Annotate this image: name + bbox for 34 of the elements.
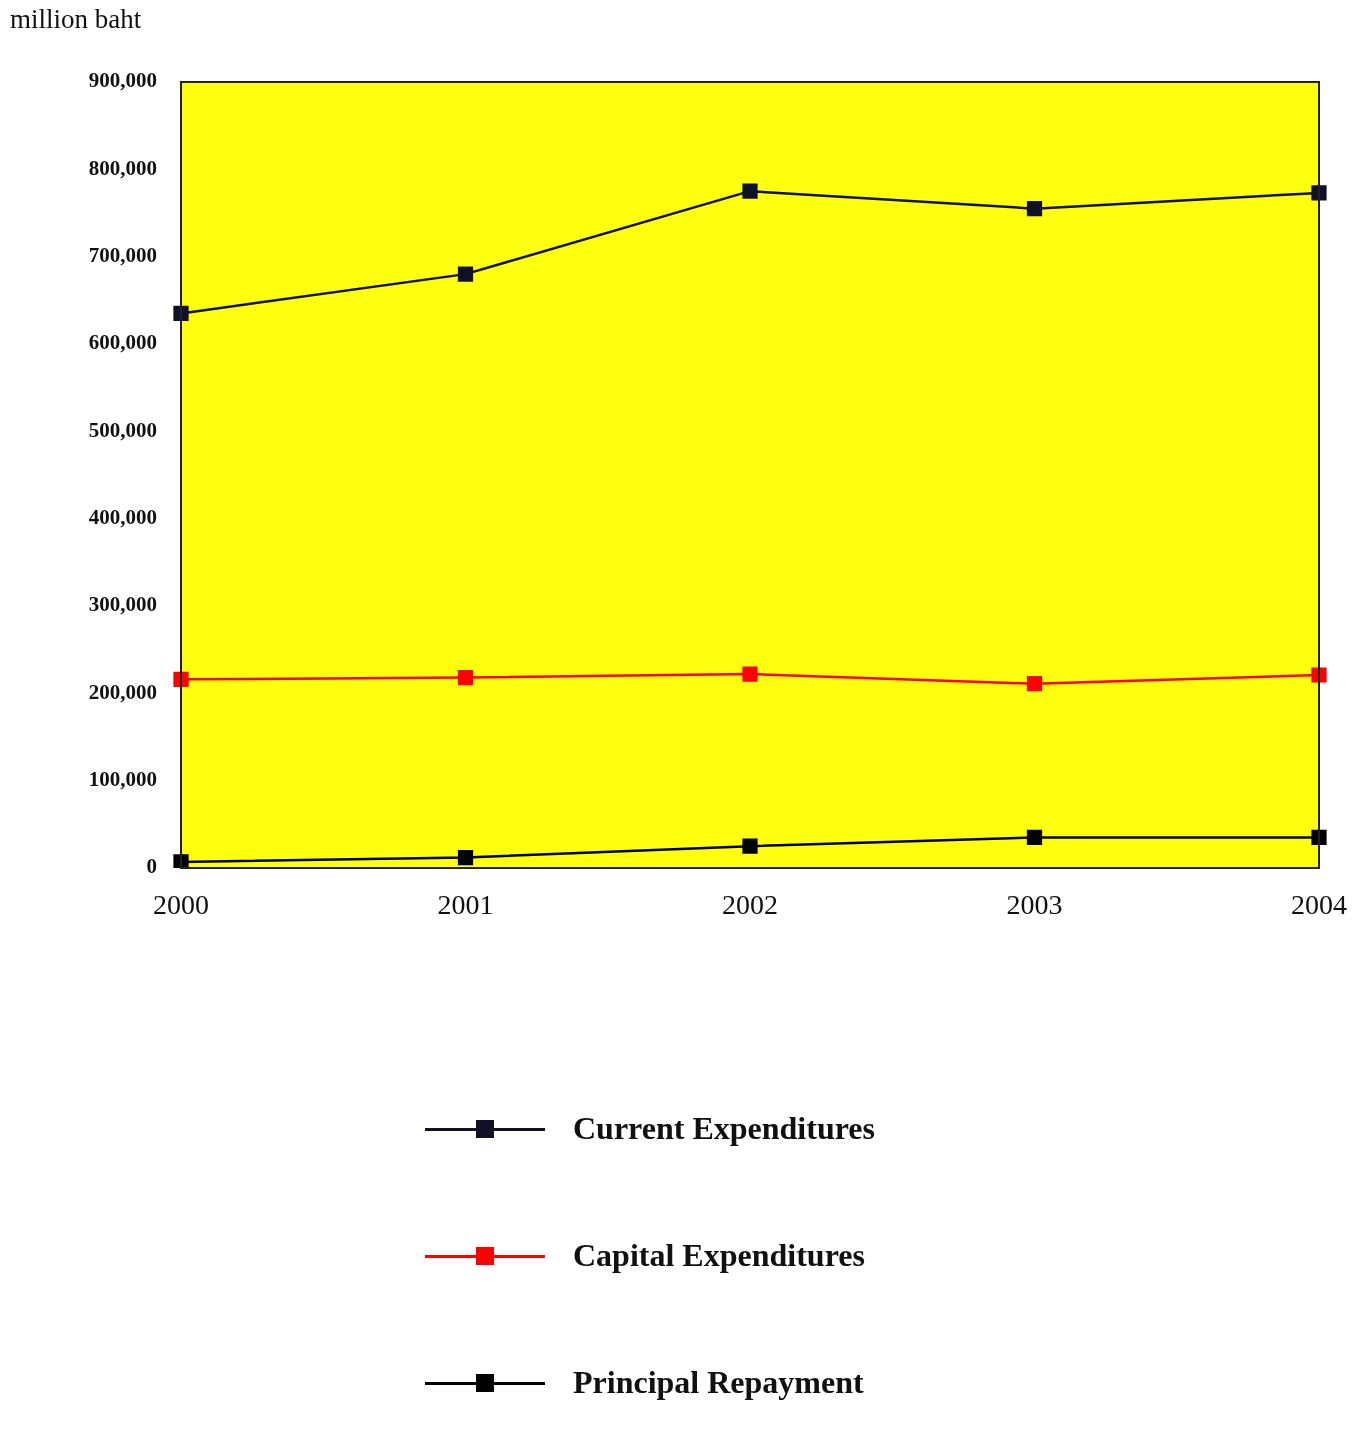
point	[457, 849, 474, 866]
point	[1026, 201, 1043, 217]
point	[173, 305, 189, 322]
point	[173, 854, 189, 868]
point	[457, 670, 474, 686]
point	[1311, 185, 1327, 201]
point	[742, 183, 758, 199]
point	[173, 671, 189, 687]
y-tick-label: 200,000	[88, 679, 157, 704]
x-tick-label: 2001	[437, 889, 494, 921]
x-tick-label: 2000	[153, 889, 209, 921]
y-tick-label: 800,000	[88, 155, 157, 180]
y-axis-title: million baht	[10, 4, 142, 35]
point	[1026, 829, 1043, 846]
y-tick-label: 300,000	[88, 592, 157, 617]
point	[742, 838, 758, 854]
legend-label: Capital Expenditures	[573, 1237, 865, 1274]
legend-label: Current Expenditures	[573, 1110, 875, 1147]
y-tick-label: 600,000	[88, 330, 157, 355]
legend-label: Principal Repayment	[573, 1364, 864, 1401]
point	[457, 266, 474, 282]
y-tick-label: 900,000	[88, 68, 157, 93]
y-tick-label: 700,000	[88, 243, 157, 268]
x-tick-label: 2004	[1291, 889, 1347, 921]
x-tick-label: 2002	[722, 889, 778, 921]
point	[1026, 676, 1043, 692]
y-tick-label: 0	[146, 854, 157, 879]
point	[742, 666, 758, 682]
y-tick-label: 100,000	[88, 767, 157, 792]
x-tick-label: 2003	[1006, 889, 1063, 921]
y-tick-label: 500,000	[88, 417, 157, 442]
y-tick-label: 400,000	[88, 505, 157, 530]
point	[1311, 829, 1327, 846]
point	[1311, 667, 1327, 683]
